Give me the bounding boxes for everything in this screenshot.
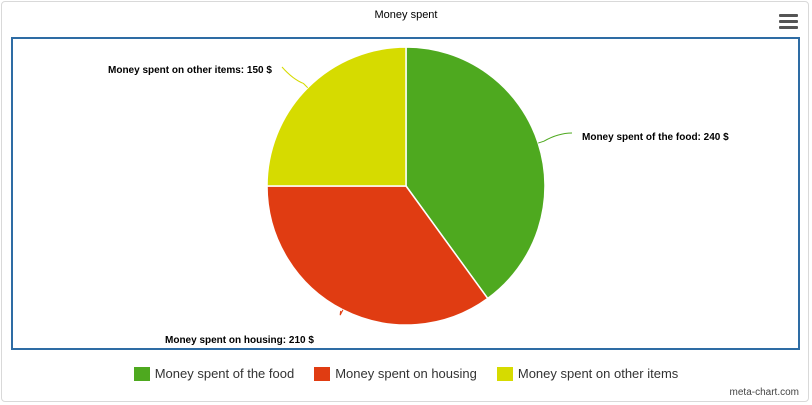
- hamburger-menu-icon[interactable]: [779, 14, 798, 30]
- legend-swatch: [314, 366, 331, 381]
- data-label: Money spent on other items: 150 $: [108, 65, 272, 76]
- data-label-connector: [538, 132, 573, 144]
- legend-item-food[interactable]: Money spent of the food: [133, 366, 295, 381]
- pie-slice[interactable]: [266, 185, 489, 326]
- chart-title: Money spent: [374, 9, 438, 21]
- legend-swatch: [133, 366, 150, 381]
- pie-slice[interactable]: [266, 46, 407, 187]
- legend: Money spent of the food Money spent on h…: [0, 366, 812, 381]
- data-label-connector: [339, 309, 344, 316]
- plot-area: [11, 37, 800, 350]
- data-label: Money spent on housing: 210 $: [165, 335, 314, 346]
- legend-swatch: [496, 366, 513, 381]
- legend-label: Money spent on other items: [517, 366, 679, 381]
- pie-slice[interactable]: [405, 46, 546, 300]
- legend-item-housing[interactable]: Money spent on housing: [314, 366, 477, 381]
- data-label: Money spent of the food: 240 $: [582, 132, 729, 143]
- legend-label: Money spent on housing: [335, 366, 477, 381]
- legend-label: Money spent of the food: [154, 366, 295, 381]
- legend-item-other[interactable]: Money spent on other items: [496, 366, 679, 381]
- data-label-connector: [281, 66, 309, 89]
- credit-link[interactable]: meta-chart.com: [729, 387, 799, 398]
